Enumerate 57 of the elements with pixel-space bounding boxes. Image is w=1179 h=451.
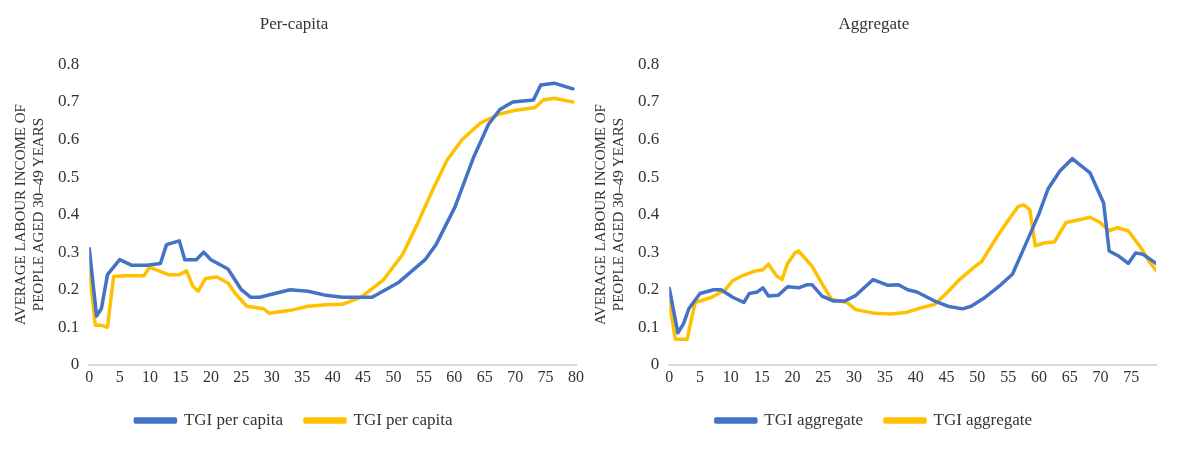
x-tick-label: 70 [1092,367,1109,385]
x-tick-label: 45 [938,367,955,385]
y-tick-label: 0.1 [638,316,660,336]
chart-title: Aggregate [838,13,910,33]
x-tick-label: 5 [115,367,124,385]
y-tick-label: 0.8 [638,53,660,73]
y-tick-label: 0.4 [58,204,80,224]
x-tick-label: 0 [85,367,94,385]
y-tick-label: 0.1 [58,316,80,336]
chart-title: Per-capita [259,13,329,33]
y-axis-title: AVERAGE LABOUR INCOME OF PEOPLE AGED 30–49 YEARS [591,104,626,326]
y-axis-title: AVERAGE LABOUR INCOME OF PEOPLE AGED 30–49 YEARS [11,104,46,326]
y-tick-label: 0.4 [638,204,660,224]
y-tick-label: 0.5 [638,166,660,186]
x-tick-label: 75 [537,367,554,385]
x-tick-label: 20 [202,367,219,385]
x-tick-label: 40 [324,367,341,385]
x-tick-label: 15 [172,367,189,385]
x-tick-label: 5 [696,367,705,385]
x-tick-label: 75 [1123,367,1140,385]
x-tick-label: 30 [263,367,280,385]
y-tick-label: 0.6 [638,128,660,148]
x-tick-label: 35 [294,367,311,385]
x-tick-label: 65 [1061,367,1078,385]
x-tick-label: 40 [907,367,924,385]
x-tick-label: 30 [846,367,863,385]
x-tick-label: 0 [665,367,674,385]
x-tick-label: 25 [815,367,832,385]
x-tick-label: 45 [355,367,372,385]
y-tick-label: 0.8 [58,53,80,73]
x-tick-label: 35 [876,367,893,385]
x-tick-label: 50 [969,367,986,385]
legend-label: TGI aggregate [764,409,863,429]
x-tick-label: 50 [385,367,402,385]
y-tick-label: 0.5 [58,166,80,186]
y-tick-label: 0.3 [58,241,80,261]
y-tick-label: 0.2 [638,279,660,299]
x-tick-label: 60 [446,367,463,385]
x-tick-label: 55 [1000,367,1017,385]
x-tick-label: 10 [722,367,739,385]
x-tick-label: 55 [415,367,432,385]
x-tick-label: 70 [507,367,524,385]
y-tick-label: 0.3 [638,241,660,261]
y-tick-label: 0.7 [58,91,80,111]
y-tick-label: 0.6 [58,128,80,148]
x-tick-label: 80 [568,367,584,385]
x-tick-label: 20 [784,367,801,385]
x-tick-label: 25 [233,367,250,385]
legend-label: TGI per capita [353,409,454,429]
x-tick-label: 15 [753,367,770,385]
legend-label: TGI per capita [183,409,284,429]
x-tick-label: 60 [1030,367,1047,385]
x-tick-label: 10 [142,367,159,385]
x-tick-label: 65 [476,367,493,385]
legend-label: TGI aggregate [933,409,1033,429]
y-tick-label: 0.7 [638,91,660,111]
y-tick-label: 0.2 [58,279,80,299]
